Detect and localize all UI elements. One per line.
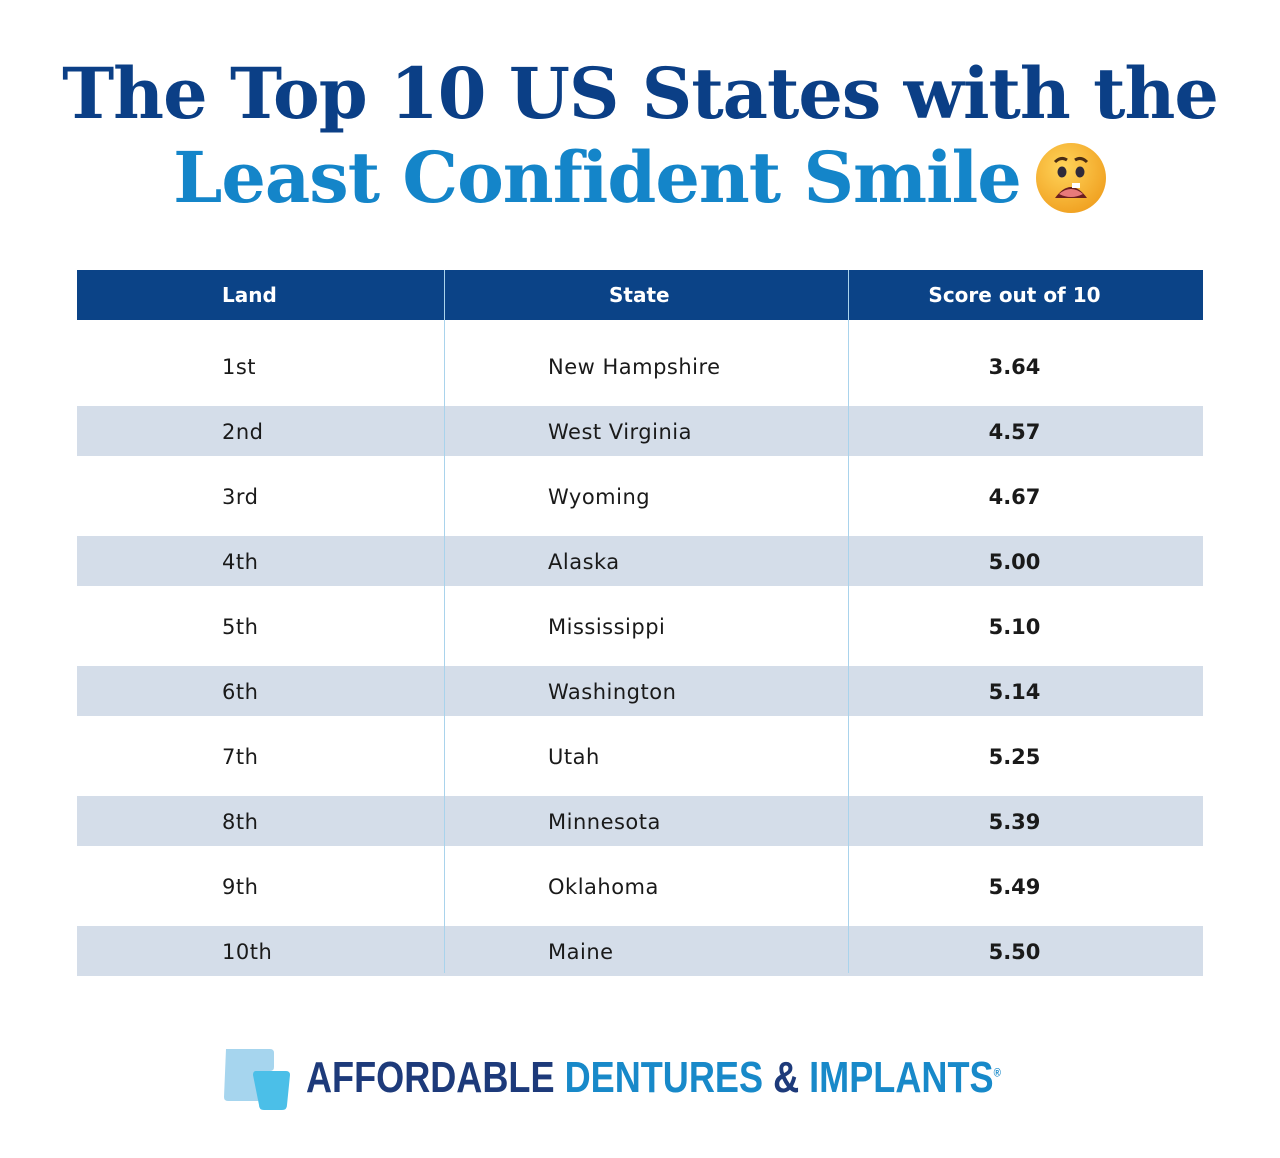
score-cell: 4.67: [988, 484, 1041, 509]
brand-logo: AFFORDABLE DENTURES & IMPLANTS®: [222, 1045, 1153, 1111]
rank-cell: 2nd: [222, 419, 264, 444]
anguished-face-icon: [1035, 143, 1106, 213]
table-row: 9th Oklahoma 5.49: [77, 854, 1203, 919]
table-body: 1st New Hampshire 3.64 2nd West Virginia 4.57…: [77, 320, 1203, 984]
ranking-table: Land State Score out of 10 1st New Hampsh…: [77, 270, 1203, 984]
registered-mark: ®: [993, 1065, 1001, 1080]
logo-word: &: [773, 1053, 800, 1102]
logo-word: IMPLANTS: [809, 1053, 994, 1102]
table-header: Land State Score out of 10: [77, 270, 1203, 320]
score-cell: 5.10: [988, 614, 1041, 639]
score-cell: 5.39: [988, 809, 1041, 834]
rank-cell: 10th: [222, 939, 273, 964]
table-row: 10th Maine 5.50: [77, 919, 1203, 984]
table-row: 3rd Wyoming 4.67: [77, 464, 1203, 529]
score-cell: 5.00: [988, 549, 1041, 574]
table-row: 1st New Hampshire 3.64: [77, 334, 1203, 399]
header-state: State: [609, 283, 670, 307]
column-divider: [444, 270, 445, 973]
state-cell: Washington: [548, 679, 677, 704]
score-cell: 5.50: [988, 939, 1041, 964]
rank-cell: 6th: [222, 679, 259, 704]
logo-word: AFFORDABLE: [306, 1053, 555, 1102]
logo-word: DENTURES: [564, 1053, 764, 1102]
table-row: 5th Mississippi 5.10: [77, 594, 1203, 659]
logo-text: AFFORDABLE DENTURES & IMPLANTS®: [306, 1053, 1001, 1103]
table-row: 6th Washington 5.14: [77, 659, 1203, 724]
header-score: Score out of 10: [928, 283, 1101, 307]
state-cell: Wyoming: [548, 484, 651, 509]
rank-cell: 4th: [222, 549, 259, 574]
state-cell: New Hampshire: [548, 354, 721, 379]
rank-cell: 3rd: [222, 484, 259, 509]
state-cell: Alaska: [548, 549, 620, 574]
state-cell: Oklahoma: [548, 874, 659, 899]
state-cell: Utah: [548, 744, 600, 769]
table-row: 4th Alaska 5.00: [77, 529, 1203, 594]
rank-cell: 9th: [222, 874, 259, 899]
state-cell: Mississippi: [548, 614, 666, 639]
rank-cell: 5th: [222, 614, 259, 639]
title-line-2: Least Confident Smile: [0, 136, 1280, 220]
header-land: Land: [222, 283, 277, 307]
rank-cell: 7th: [222, 744, 259, 769]
score-cell: 5.14: [988, 679, 1041, 704]
denture-cups-icon: [224, 1049, 290, 1110]
table-row: 8th Minnesota 5.39: [77, 789, 1203, 854]
score-cell: 5.49: [988, 874, 1041, 899]
title-text: Least Confident Smile: [173, 136, 1022, 219]
score-cell: 4.57: [988, 419, 1041, 444]
table-row: 2nd West Virginia 4.57: [77, 399, 1203, 464]
state-cell: Maine: [548, 939, 614, 964]
title-line-1: The Top 10 US States with the: [62, 52, 1219, 135]
column-divider: [848, 270, 849, 973]
rank-cell: 8th: [222, 809, 259, 834]
state-cell: West Virginia: [548, 419, 692, 444]
state-cell: Minnesota: [548, 809, 661, 834]
score-cell: 3.64: [988, 354, 1041, 379]
table-row: 7th Utah 5.25: [77, 724, 1203, 789]
score-cell: 5.25: [988, 744, 1041, 769]
rank-cell: 1st: [222, 354, 257, 379]
